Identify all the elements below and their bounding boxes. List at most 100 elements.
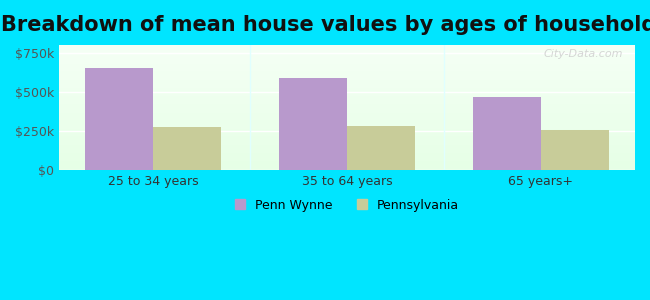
Bar <box>59 82 635 84</box>
Bar <box>59 119 635 120</box>
Bar <box>59 51 635 52</box>
Title: Breakdown of mean house values by ages of householders: Breakdown of mean house values by ages o… <box>1 15 650 35</box>
Bar <box>280 78 347 170</box>
Bar <box>59 135 635 136</box>
Bar <box>59 92 635 94</box>
Bar <box>59 126 635 128</box>
Bar <box>59 65 635 66</box>
Bar <box>59 165 635 166</box>
Bar <box>59 169 635 170</box>
Bar <box>59 134 635 135</box>
Bar <box>59 152 635 153</box>
Bar <box>59 116 635 118</box>
Bar <box>59 80 635 81</box>
Bar <box>59 112 635 114</box>
Bar <box>59 158 635 159</box>
Bar <box>59 69 635 70</box>
Bar <box>59 143 635 144</box>
Bar <box>59 155 635 156</box>
Bar <box>59 61 635 62</box>
Bar <box>59 81 635 83</box>
Bar <box>85 68 153 170</box>
Bar <box>541 130 609 170</box>
Bar <box>59 159 635 160</box>
Bar <box>59 64 635 65</box>
Bar <box>59 54 635 55</box>
Bar <box>59 156 635 158</box>
Text: City-Data.com: City-Data.com <box>544 49 623 58</box>
Bar <box>59 104 635 105</box>
Legend: Penn Wynne, Pennsylvania: Penn Wynne, Pennsylvania <box>229 194 464 217</box>
Bar <box>59 140 635 141</box>
Bar <box>59 100 635 101</box>
Bar <box>473 97 541 170</box>
Bar <box>59 85 635 86</box>
Bar <box>59 98 635 99</box>
Bar <box>59 164 635 165</box>
Bar <box>59 109 635 110</box>
Bar <box>59 145 635 146</box>
Bar <box>59 91 635 92</box>
Bar <box>59 76 635 77</box>
Bar <box>59 62 635 64</box>
Bar <box>59 96 635 98</box>
Bar <box>59 106 635 108</box>
Bar <box>59 139 635 140</box>
Bar <box>59 66 635 68</box>
Bar <box>59 161 635 163</box>
Bar <box>59 133 635 134</box>
Bar <box>153 127 221 170</box>
Bar <box>59 60 635 61</box>
Bar <box>59 141 635 143</box>
Bar <box>59 84 635 85</box>
Bar <box>59 168 635 169</box>
Bar <box>59 120 635 121</box>
Bar <box>59 108 635 109</box>
Bar <box>59 146 635 148</box>
Bar <box>59 114 635 115</box>
Bar <box>59 79 635 80</box>
Bar <box>59 94 635 95</box>
Bar <box>59 103 635 104</box>
Bar <box>59 95 635 96</box>
Bar <box>59 154 635 155</box>
Bar <box>59 153 635 154</box>
Bar <box>59 125 635 126</box>
Bar <box>59 105 635 106</box>
Bar <box>59 138 635 139</box>
Bar <box>59 89 635 90</box>
Bar <box>59 131 635 133</box>
Bar <box>59 150 635 152</box>
Bar <box>59 118 635 119</box>
Bar <box>59 47 635 49</box>
Bar <box>59 55 635 56</box>
Bar <box>59 77 635 79</box>
Bar <box>59 149 635 150</box>
Bar <box>347 126 415 170</box>
Bar <box>59 144 635 145</box>
Bar <box>59 57 635 59</box>
Bar <box>59 99 635 100</box>
Bar <box>59 160 635 161</box>
Bar <box>59 71 635 73</box>
Bar <box>59 56 635 57</box>
Bar <box>59 110 635 111</box>
Bar <box>59 101 635 103</box>
Bar <box>59 90 635 91</box>
Bar <box>59 163 635 164</box>
Bar <box>59 111 635 112</box>
Bar <box>59 45 635 46</box>
Bar <box>59 49 635 50</box>
Bar <box>59 52 635 54</box>
Bar <box>59 73 635 74</box>
Bar <box>59 75 635 76</box>
Bar <box>59 129 635 130</box>
Bar <box>59 115 635 116</box>
Bar <box>59 121 635 123</box>
Bar <box>59 46 635 47</box>
Bar <box>59 167 635 168</box>
Bar <box>59 86 635 88</box>
Bar <box>59 136 635 138</box>
Bar <box>59 128 635 129</box>
Bar <box>59 70 635 71</box>
